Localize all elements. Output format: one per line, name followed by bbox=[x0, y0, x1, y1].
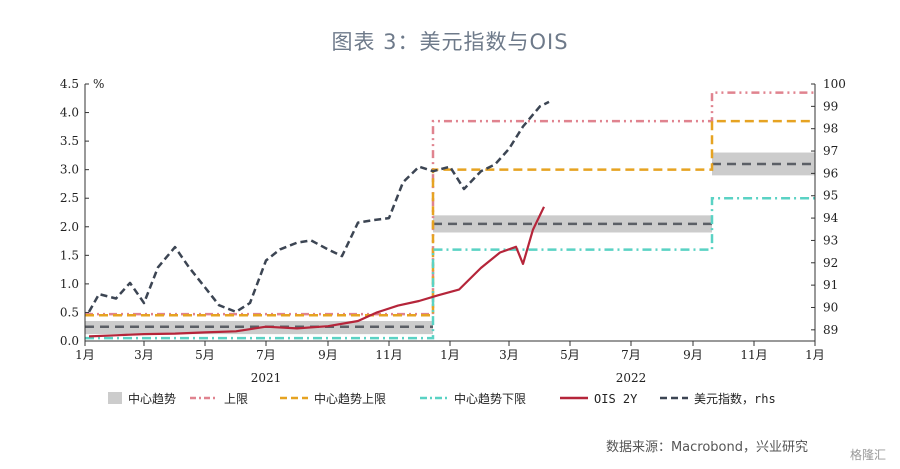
x-tick-label: 11月 bbox=[375, 348, 402, 362]
x-tick-label: 7月 bbox=[621, 348, 641, 362]
x-tick-label: 1月 bbox=[440, 348, 460, 362]
right-tick-label: 92 bbox=[823, 256, 838, 270]
ois-2y-line bbox=[88, 206, 545, 338]
right-tick-label: 94 bbox=[823, 211, 839, 225]
left-tick-label: 2.0 bbox=[60, 220, 79, 234]
right-tick-label: 99 bbox=[823, 99, 838, 113]
x-tick-label: 5月 bbox=[195, 348, 215, 362]
x-tick-label: 1月 bbox=[805, 348, 825, 362]
year-label: 2021 bbox=[251, 371, 282, 385]
x-tick-label: 1月 bbox=[75, 348, 95, 362]
trend-upper-line bbox=[85, 119, 815, 317]
legend-label: 上限 bbox=[224, 392, 248, 406]
left-tick-label: 0.5 bbox=[60, 305, 79, 319]
upper-limit-line bbox=[85, 91, 815, 316]
left-unit-label: % bbox=[93, 77, 104, 91]
x-tick-label: 5月 bbox=[560, 348, 580, 362]
left-tick-label: 1.0 bbox=[60, 277, 79, 291]
legend-label: 中心趋势下限 bbox=[454, 391, 526, 406]
left-tick-label: 4.5 bbox=[60, 77, 79, 91]
chart-title: 图表 3：美元指数与OIS bbox=[331, 30, 569, 54]
right-tick-label: 100 bbox=[823, 77, 846, 91]
right-tick-label: 91 bbox=[823, 278, 838, 292]
right-tick-label: 93 bbox=[823, 233, 838, 247]
x-tick-label: 11月 bbox=[740, 348, 767, 362]
legend-label: OIS 2Y bbox=[594, 392, 638, 406]
left-tick-label: 1.5 bbox=[60, 248, 79, 262]
legend-label: 中心趋势上限 bbox=[314, 391, 386, 406]
legend-label: 中心趋势 bbox=[128, 391, 176, 406]
watermark: 格隆汇 bbox=[849, 448, 886, 462]
x-tick-label: 9月 bbox=[318, 348, 338, 362]
x-tick-label: 3月 bbox=[134, 348, 154, 362]
left-tick-label: 2.5 bbox=[60, 191, 79, 205]
trend-lower-line bbox=[85, 196, 815, 340]
left-tick-label: 0.0 bbox=[60, 334, 79, 348]
right-tick-label: 89 bbox=[823, 323, 838, 337]
legend-label: 美元指数，rhs bbox=[694, 391, 776, 406]
source-note: 数据来源：Macrobond，兴业研究 bbox=[605, 440, 808, 455]
right-tick-label: 98 bbox=[823, 122, 838, 136]
right-tick-label: 95 bbox=[823, 189, 838, 203]
year-label: 2022 bbox=[616, 371, 647, 385]
dxy-line bbox=[87, 100, 550, 314]
left-tick-label: 3.5 bbox=[60, 134, 79, 148]
x-tick-label: 9月 bbox=[683, 348, 703, 362]
x-tick-label: 3月 bbox=[499, 348, 519, 362]
left-tick-label: 4.0 bbox=[60, 106, 79, 120]
right-tick-label: 96 bbox=[823, 166, 838, 180]
right-tick-label: 97 bbox=[823, 144, 838, 158]
right-tick-label: 90 bbox=[823, 300, 838, 314]
left-tick-label: 3.0 bbox=[60, 163, 79, 177]
x-tick-label: 7月 bbox=[256, 348, 276, 362]
legend-swatch bbox=[108, 392, 122, 404]
